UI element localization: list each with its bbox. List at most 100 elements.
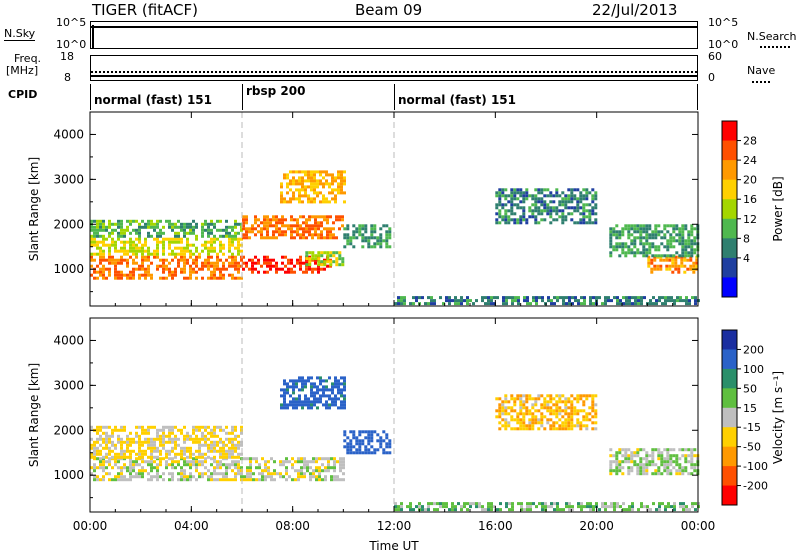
echo-cell (111, 431, 114, 435)
echo-cell (310, 400, 313, 404)
echo-cell (298, 176, 301, 180)
echo-cell (102, 437, 105, 441)
echo-cell (504, 218, 508, 222)
echo-cell (251, 264, 254, 268)
echo-cell (412, 508, 415, 512)
echo-cell (292, 170, 295, 174)
echo-cell (513, 397, 517, 401)
echo-cell (516, 427, 520, 431)
echo-cell (150, 452, 153, 456)
echo-cell (186, 240, 189, 244)
echo-cell (237, 460, 240, 464)
echo-cell (683, 258, 687, 262)
echo-cell (165, 440, 168, 444)
echo-cell (141, 249, 144, 253)
echo-cell (297, 469, 300, 473)
echo-cell (552, 209, 556, 213)
echo-cell (547, 505, 550, 509)
echo-cell (534, 415, 538, 419)
echo-cell (330, 466, 333, 470)
echo-cell (186, 437, 189, 441)
echo-cell (150, 469, 153, 473)
echo-cell (340, 382, 343, 386)
echo-cell (674, 261, 678, 265)
echo-cell (324, 469, 327, 473)
echo-cell (225, 425, 228, 429)
echo-cell (519, 215, 523, 219)
echo-cell (301, 200, 304, 204)
echo-cell (237, 276, 240, 280)
echo-cell (126, 252, 129, 256)
echo-cell (570, 200, 574, 204)
echo-cell (280, 185, 283, 189)
echo-cell (645, 451, 649, 455)
echo-cell (261, 478, 264, 482)
echo-cell (141, 443, 144, 447)
echo-cell (308, 233, 311, 237)
echo-cell (647, 258, 651, 262)
echo-cell (129, 472, 132, 476)
echo-cell (93, 455, 96, 459)
echo-cell (120, 270, 123, 274)
echo-cell (326, 218, 329, 222)
echo-cell (640, 502, 643, 506)
echo-cell (645, 239, 649, 243)
echo-cell (334, 194, 337, 198)
echo-cell (177, 225, 180, 229)
echo-cell (325, 200, 328, 204)
echo-cell (237, 463, 240, 467)
echo-cell (646, 505, 649, 509)
echo-cell (322, 200, 325, 204)
echo-cell (165, 455, 168, 459)
echo-cell (189, 225, 192, 229)
echo-cell (93, 478, 96, 482)
echo-cell (355, 448, 359, 452)
echo-cell (525, 424, 529, 428)
echo-cell (198, 443, 201, 447)
echo-cell (213, 428, 216, 432)
echo-cell (343, 397, 346, 401)
echo-cell (207, 455, 210, 459)
echo-cell (487, 505, 490, 509)
echo-cell (320, 267, 323, 271)
echo-cell (298, 197, 301, 201)
echo-cell (633, 454, 637, 458)
echo-cell (283, 406, 286, 410)
echo-cell (568, 299, 571, 303)
echo-cell (117, 258, 120, 262)
echo-cell (156, 434, 159, 438)
echo-cell (690, 457, 694, 461)
echo-cell (159, 449, 162, 453)
echo-cell (332, 236, 335, 240)
echo-cell (225, 431, 228, 435)
echo-cell (225, 225, 228, 229)
echo-cell (272, 230, 275, 234)
echo-cell (555, 412, 559, 416)
echo-cell (546, 188, 550, 192)
echo-cell (688, 299, 691, 303)
echo-cell (329, 233, 332, 237)
echo-cell (690, 233, 694, 237)
echo-cell (305, 263, 309, 267)
echo-cell (682, 299, 685, 303)
echo-cell (352, 233, 356, 237)
echo-cell (669, 448, 673, 452)
echo-cell (621, 448, 625, 452)
echo-cell (306, 460, 309, 464)
echo-cell (183, 267, 186, 271)
echo-cell (519, 403, 523, 407)
echo-cell (682, 505, 685, 509)
echo-cell (204, 243, 207, 247)
echo-cell (631, 505, 634, 509)
echo-cell (171, 273, 174, 277)
echo-cell (307, 185, 310, 189)
echo-cell (108, 452, 111, 456)
echo-cell (692, 261, 696, 265)
echo-cell (245, 227, 248, 231)
echo-cell (162, 267, 165, 271)
echo-cell (195, 463, 198, 467)
echo-cell (90, 425, 93, 429)
echo-cell (135, 252, 138, 256)
echo-cell (510, 212, 514, 216)
echo-cell (487, 302, 490, 306)
